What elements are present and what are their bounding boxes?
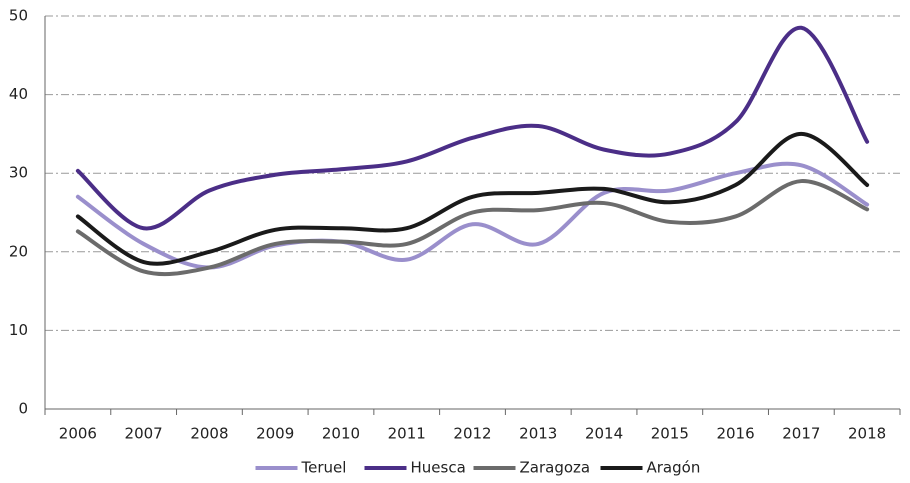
x-tick-label: 2018 (848, 425, 886, 443)
x-tick-label: 2006 (59, 425, 97, 443)
x-tick-label: 2009 (256, 425, 294, 443)
legend-label: Huesca (411, 459, 466, 477)
y-tick-label: 30 (9, 164, 28, 182)
line-series (75, 179, 870, 277)
legend-label: Teruel (301, 459, 347, 477)
line-series (75, 131, 870, 266)
x-tick-label: 2010 (322, 425, 360, 443)
x-tick-label: 2015 (651, 425, 689, 443)
x-tick-label: 2017 (782, 425, 820, 443)
y-tick-label: 20 (9, 242, 28, 260)
x-tick-label: 2008 (190, 425, 228, 443)
x-tick-label: 2013 (519, 425, 557, 443)
legend-label: Aragón (647, 459, 701, 477)
x-tick-label: 2007 (125, 425, 163, 443)
legend-label: Zaragoza (520, 459, 591, 477)
x-tick-label: 2014 (585, 425, 623, 443)
y-tick-label: 40 (9, 85, 28, 103)
y-tick-label: 10 (9, 321, 28, 339)
y-tick-label: 0 (18, 400, 28, 418)
x-tick-label: 2016 (716, 425, 754, 443)
x-tick-label: 2011 (388, 425, 426, 443)
x-tick-label: 2012 (453, 425, 491, 443)
y-tick-label: 50 (9, 7, 28, 25)
line-series (75, 25, 870, 231)
